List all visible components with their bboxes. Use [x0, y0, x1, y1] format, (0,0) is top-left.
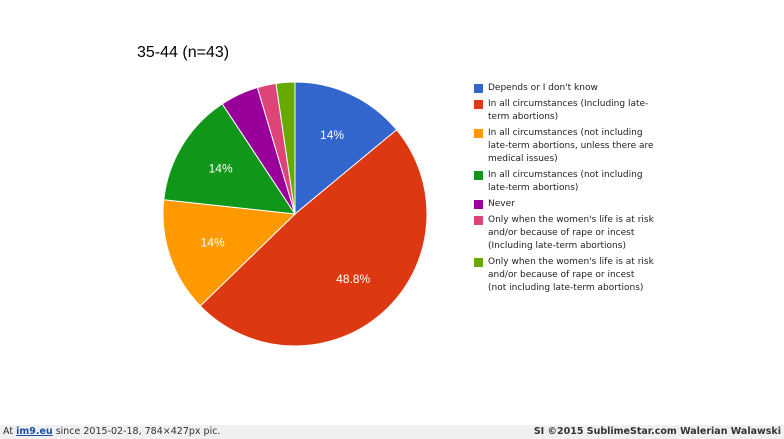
site-link[interactable]: im9.eu	[16, 426, 53, 437]
footer-prefix: At	[3, 426, 17, 437]
legend-label: Only when the women's life is at risk an…	[488, 257, 654, 293]
footer-source: At im9.eu since 2015-02-18, 784×427px pi…	[3, 426, 220, 437]
footer-bar: At im9.eu since 2015-02-18, 784×427px pi…	[0, 425, 784, 439]
legend-item: Never	[474, 198, 654, 211]
legend-swatch	[474, 84, 483, 93]
footer-suffix: since 2015-02-18, 784×427px pic.	[52, 426, 221, 437]
pie-slice-2	[199, 129, 428, 347]
legend-label: In all circumstances (not including late…	[488, 170, 643, 193]
legend-label: In all circumstances (Including late-ter…	[488, 99, 649, 122]
pie-slice-7	[275, 81, 296, 215]
legend-label: Depends or I don't know	[488, 83, 598, 93]
pie-chart: 14% 48.8% 14% 14%	[162, 81, 428, 347]
legend-swatch	[474, 216, 483, 225]
legend-swatch	[474, 129, 483, 138]
legend-swatch	[474, 258, 483, 267]
legend-item: In all circumstances (Including late-ter…	[474, 98, 654, 124]
legend-swatch	[474, 200, 483, 209]
chart-title: 35-44 (n=43)	[137, 44, 230, 61]
legend-swatch	[474, 100, 483, 109]
legend: Depends or I don't know In all circumstan…	[474, 82, 654, 298]
legend-swatch	[474, 171, 483, 180]
footer-credit: SI ©2015 SublimeStar.com Walerian Walaws…	[533, 426, 781, 437]
slice-label-3: 14%	[201, 235, 225, 249]
pie-slice-3	[162, 199, 297, 307]
legend-item: In all circumstances (not including late…	[474, 127, 654, 166]
slice-label-4: 14%	[209, 162, 233, 176]
slice-label-1: 14%	[320, 128, 344, 142]
legend-item: Depends or I don't know	[474, 82, 654, 95]
legend-label: Only when the women's life is at risk an…	[488, 215, 654, 251]
legend-item: In all circumstances (not including late…	[474, 169, 654, 195]
legend-item: Only when the women's life is at risk an…	[474, 214, 654, 253]
legend-label: In all circumstances (not including late…	[488, 128, 654, 164]
pie-slice-1	[294, 81, 398, 216]
pie-slice-4	[163, 103, 297, 215]
legend-label: Never	[488, 199, 515, 209]
legend-item: Only when the women's life is at risk an…	[474, 256, 654, 295]
slice-label-2: 48.8%	[336, 272, 370, 286]
